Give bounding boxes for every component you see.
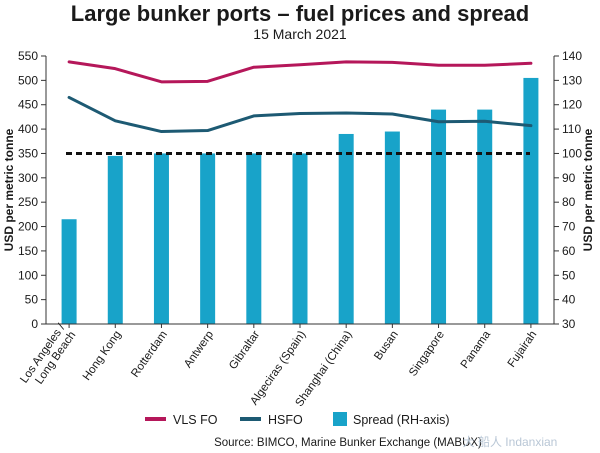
legend-label-hsfo: HSFO [268, 413, 303, 427]
spread-bar [477, 109, 493, 324]
left-tick-label: 250 [18, 195, 38, 209]
spread-bars [61, 77, 539, 324]
right-tick-label: 90 [562, 171, 576, 185]
spread-bar [246, 153, 262, 324]
legend-label-vlsfo: VLS FO [173, 413, 218, 427]
left-tick-label: 200 [18, 220, 38, 234]
spread-bar [61, 219, 77, 324]
category-label: Fujairah [506, 329, 540, 370]
left-tick-label: 150 [18, 244, 38, 258]
category-label: Singapore [407, 329, 447, 379]
left-tick-label: 0 [31, 317, 38, 331]
right-tick-label: 40 [562, 293, 576, 307]
spread-bar [292, 153, 308, 324]
category-label-line: Gibraltar [227, 329, 262, 372]
right-tick-label: 50 [562, 268, 576, 282]
chart-title: Large bunker ports – fuel prices and spr… [71, 1, 529, 26]
left-tick-label: 500 [18, 73, 38, 87]
category-label-line: Fujairah [506, 329, 540, 370]
spread-bar [200, 153, 216, 324]
left-tick-label: 100 [18, 268, 38, 282]
chart-subtitle: 15 March 2021 [253, 26, 347, 42]
right-tick-label: 60 [562, 244, 576, 258]
left-tick-label: 50 [25, 293, 39, 307]
spread-bar [153, 153, 169, 324]
category-label-line: Panama [459, 328, 494, 370]
category-label: Los Angeles /Long Beach [18, 321, 79, 393]
right-tick-label: 120 [562, 98, 582, 112]
spread-bar [523, 77, 539, 324]
right-tick-label: 80 [562, 195, 576, 209]
category-label: Hong Kong [81, 329, 124, 383]
right-tick-label: 70 [562, 220, 576, 234]
right-tick-label: 100 [562, 146, 582, 160]
spread-bar [431, 109, 447, 324]
spread-bar [384, 131, 400, 324]
line-series-hsfo [67, 95, 533, 134]
spread-bar [338, 133, 354, 324]
legend: VLS FO HSFO Spread (RH-axis) [145, 412, 450, 427]
left-tick-label: 300 [18, 171, 38, 185]
category-label-line: Hong Kong [81, 329, 124, 383]
right-axis-title: USD per metric tonne [581, 128, 595, 251]
left-tick-label: 450 [18, 98, 38, 112]
category-label: Gibraltar [227, 329, 262, 372]
left-tick-label: 400 [18, 122, 38, 136]
line-series-vls-fo [67, 60, 533, 84]
right-tick-label: 140 [562, 49, 582, 63]
category-label-line: Antwerp [182, 329, 216, 370]
legend-swatch-spread [333, 412, 347, 426]
left-tick-label: 350 [18, 146, 38, 160]
right-tick-label: 130 [562, 73, 582, 87]
right-tick-label: 30 [562, 317, 576, 331]
category-label-line: Singapore [407, 329, 447, 379]
legend-label-spread: Spread (RH-axis) [353, 413, 450, 427]
right-tick-label: 110 [562, 122, 581, 136]
spread-bar [107, 155, 123, 324]
category-label: Antwerp [182, 329, 216, 370]
category-label-line: Busan [372, 329, 401, 363]
category-label: Rotterdam [129, 329, 170, 380]
category-label: Panama [459, 328, 494, 370]
series-lines [66, 60, 533, 155]
source-note: Source: BIMCO, Marine Bunker Exchange (M… [214, 437, 482, 449]
left-axis-title: USD per metric tonne [2, 128, 16, 251]
tick-labels: 0 50 100 150 200 250 300 350 400 450 500 550 30 40 50 6… [18, 49, 582, 331]
category-label-line: Rotterdam [129, 329, 170, 380]
category-label: Busan [372, 329, 401, 363]
category-labels: Los Angeles /Long Beach Hong Kong Rotterda… [18, 321, 539, 409]
watermark: 大 船人 Indanxian [463, 435, 558, 449]
left-tick-label: 550 [18, 49, 38, 63]
